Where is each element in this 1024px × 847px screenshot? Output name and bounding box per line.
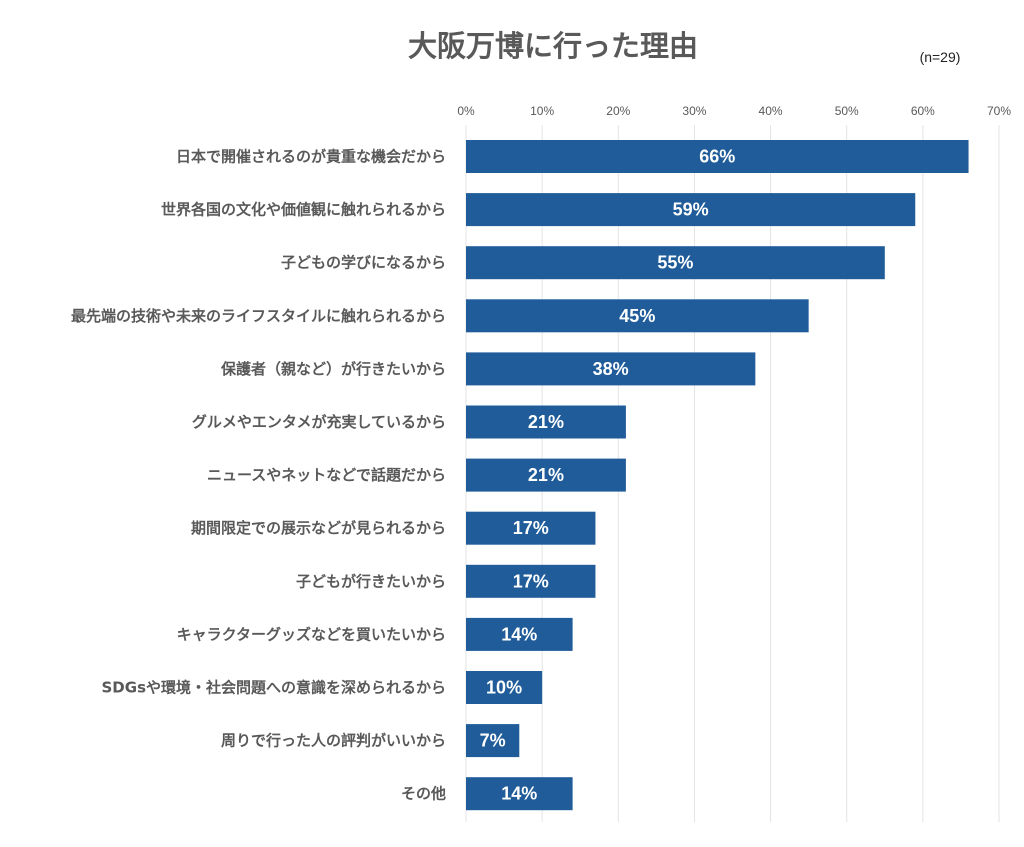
data-label: 38% xyxy=(593,359,629,379)
x-tick-label: 50% xyxy=(835,104,859,118)
data-label: 21% xyxy=(528,412,564,432)
bar xyxy=(466,193,916,227)
category-label: キャラクターグッズなどを買いたいから xyxy=(177,625,446,643)
sample-size-note: (n=29) xyxy=(920,49,961,65)
data-label: 66% xyxy=(699,147,735,167)
bar xyxy=(466,564,596,598)
x-tick-label: 20% xyxy=(606,104,630,118)
data-label: 7% xyxy=(480,731,506,751)
category-label: 保護者（親など）が行きたいから xyxy=(220,360,446,378)
bar xyxy=(466,777,573,811)
data-label: 10% xyxy=(486,678,522,698)
data-label: 17% xyxy=(513,571,549,591)
bar xyxy=(466,352,756,386)
category-label: ニュースやネットなどで話題だから xyxy=(207,466,446,484)
category-label: 子どもの学びになるから xyxy=(281,254,446,272)
bar xyxy=(466,299,809,333)
x-tick-label: 0% xyxy=(457,104,475,118)
bar xyxy=(466,671,543,704)
data-label: 59% xyxy=(673,200,709,220)
category-label: その他 xyxy=(401,785,446,803)
data-label: 14% xyxy=(501,784,537,804)
data-label: 55% xyxy=(657,253,693,273)
bar xyxy=(466,511,596,545)
data-label: 21% xyxy=(528,465,564,485)
bar xyxy=(466,405,626,439)
bar xyxy=(466,140,969,173)
category-label: グルメやエンタメが充実しているから xyxy=(192,413,446,431)
category-label: 子どもが行きたいから xyxy=(296,572,446,590)
category-label: 世界各国の文化や価値観に触れられるから xyxy=(161,201,446,219)
category-label: 日本で開催されるのが貴重な機会だから xyxy=(176,148,446,166)
x-tick-label: 30% xyxy=(682,104,706,118)
x-tick-label: 60% xyxy=(911,104,935,118)
data-label: 45% xyxy=(619,306,655,326)
bar xyxy=(466,724,520,758)
category-label: 周りで行った人の評判がいいから xyxy=(221,732,446,750)
bar xyxy=(466,458,626,492)
x-tick-label: 10% xyxy=(530,104,554,118)
x-tick-label: 40% xyxy=(759,104,783,118)
category-label: 期間限定での展示などが見られるから xyxy=(191,519,446,537)
bar xyxy=(466,617,573,651)
bar xyxy=(466,246,885,280)
data-label: 14% xyxy=(501,624,537,644)
category-label: SDGsや環境・社会問題への意識を深められるから xyxy=(102,679,447,697)
x-tick-label: 70% xyxy=(987,104,1011,118)
category-label: 最先端の技術や未来のライフスタイルに触れられるから xyxy=(71,307,446,325)
chart-title: 大阪万博に行った理由 xyxy=(408,29,698,63)
data-label: 17% xyxy=(513,518,549,538)
